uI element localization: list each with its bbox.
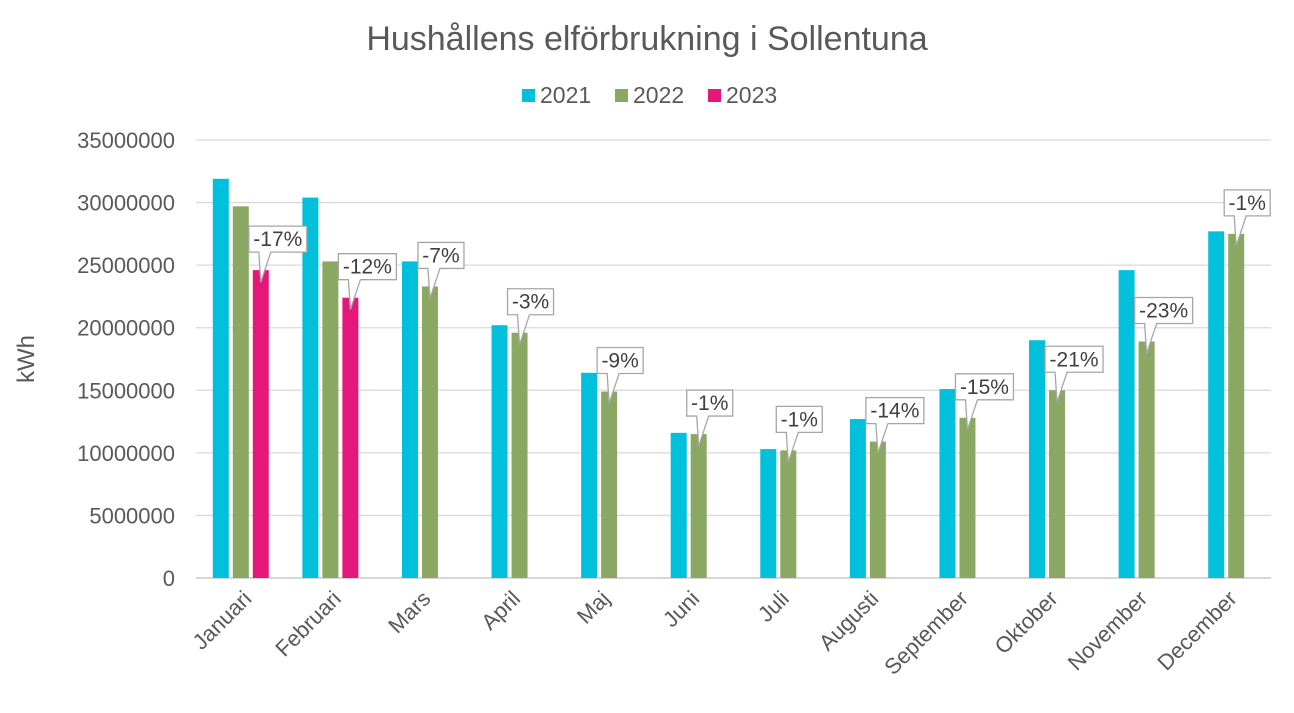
callouts: -17% -12% -7% -3% -9% -1% -1% -14% -15% -21% -23% -… xyxy=(248,189,1271,463)
callout-juli: -1% xyxy=(775,405,823,463)
callout-augusti: -14% xyxy=(865,396,925,454)
bar-2022-april xyxy=(511,332,528,578)
bar-2022-juni xyxy=(690,434,707,578)
x-tick-label: Maj xyxy=(572,586,615,629)
y-tick-label: 10000000 xyxy=(77,441,175,466)
y-axis-ticks: 0 5000000 10000000 15000000 20000000 25000000… xyxy=(77,128,175,591)
x-axis: Januari Februari Mars April Maj Juni Juli Augus… xyxy=(188,586,1242,680)
callout-label: -21% xyxy=(1050,348,1099,371)
callout-label: -1% xyxy=(781,408,818,431)
x-tick-label: April xyxy=(476,586,525,635)
bar-2021-september xyxy=(939,389,956,578)
callout-box xyxy=(506,288,555,345)
bar-2021-juli xyxy=(760,449,777,578)
x-tick-label: Januari xyxy=(188,586,257,655)
callout-label: -14% xyxy=(870,400,919,423)
x-tick-label: Oktober xyxy=(990,586,1063,659)
y-tick-label: 35000000 xyxy=(77,128,175,153)
legend-label-2022: 2022 xyxy=(633,82,684,108)
bar-2023-januari xyxy=(252,270,269,578)
bar-2022-maj xyxy=(601,391,618,578)
callout-februari: -12% xyxy=(337,253,398,310)
bar-2021-juni xyxy=(670,432,687,578)
chart-title: Hushållens elförbrukning i Sollentuna xyxy=(366,20,927,58)
callout-label: -7% xyxy=(422,244,459,267)
callout-september: -15% xyxy=(954,373,1015,431)
bar-2023-februari xyxy=(342,297,359,578)
callout-mars: -7% xyxy=(417,241,465,299)
callout-label: -1% xyxy=(1229,192,1266,215)
callout-box xyxy=(248,225,308,283)
bar-2021-augusti xyxy=(849,419,866,578)
bar-2021-maj xyxy=(581,372,598,578)
callout-label: -1% xyxy=(691,392,728,415)
legend-label-2021: 2021 xyxy=(540,82,591,108)
y-tick-label: 30000000 xyxy=(77,191,175,216)
callout-december: -1% xyxy=(1223,189,1271,247)
y-tick-label: 0 xyxy=(163,566,175,591)
legend-swatch-2022 xyxy=(615,89,628,102)
bar-2021-december xyxy=(1208,231,1225,578)
callout-label: -17% xyxy=(253,228,302,251)
legend-swatch-2023 xyxy=(708,89,721,102)
bar-2022-augusti xyxy=(869,441,886,578)
x-tick-label: Augusti xyxy=(814,586,884,656)
callout-box xyxy=(686,389,734,447)
callout-november: -23% xyxy=(1133,296,1194,354)
y-tick-label: 5000000 xyxy=(89,503,175,528)
x-tick-label: Mars xyxy=(383,586,435,638)
callout-label: -15% xyxy=(960,376,1009,399)
callout-juni: -1% xyxy=(686,389,734,447)
bar-2022-oktober xyxy=(1049,390,1066,578)
bar-2021-oktober xyxy=(1029,340,1046,578)
bar-2022-december xyxy=(1228,233,1245,578)
y-axis-title: kWh xyxy=(13,335,40,383)
bar-2021-februari xyxy=(302,197,319,578)
callout-april: -3% xyxy=(506,288,555,345)
x-tick-label: November xyxy=(1063,586,1152,675)
callout-maj: -9% xyxy=(596,346,644,404)
y-tick-label: 25000000 xyxy=(77,253,175,278)
bar-2022-mars xyxy=(421,286,438,578)
legend-label-2023: 2023 xyxy=(726,82,777,108)
callout-label: -3% xyxy=(512,291,549,314)
callout-box xyxy=(1223,189,1271,247)
bar-2022-juli xyxy=(780,450,797,578)
bar-2022-februari xyxy=(322,261,339,578)
bar-2022-september xyxy=(959,417,976,578)
y-tick-label: 15000000 xyxy=(77,378,175,403)
x-tick-label: December xyxy=(1152,586,1241,675)
bar-2021-mars xyxy=(401,261,418,578)
callout-label: -12% xyxy=(343,256,392,279)
callout-box xyxy=(417,241,465,299)
callout-box xyxy=(596,346,644,404)
x-tick-label: Februari xyxy=(270,586,346,662)
x-tick-label: September xyxy=(879,586,973,680)
callout-box xyxy=(1044,345,1104,403)
bar-2021-april xyxy=(491,325,508,578)
y-tick-label: 20000000 xyxy=(77,316,175,341)
bar-2021-november xyxy=(1118,270,1135,578)
callout-oktober: -21% xyxy=(1044,345,1104,403)
bar-2022-januari xyxy=(232,206,249,578)
callout-box xyxy=(865,396,925,454)
bars xyxy=(212,178,1245,578)
callout-label: -9% xyxy=(601,350,638,373)
callout-box xyxy=(775,405,823,463)
legend-swatch-2021 xyxy=(522,89,535,102)
callout-box xyxy=(954,373,1015,431)
x-tick-label: Juli xyxy=(753,586,794,627)
legend: 2021 2022 2023 xyxy=(522,82,777,108)
x-tick-label: Juni xyxy=(658,586,704,632)
bar-2021-januari xyxy=(212,178,229,578)
callout-label: -23% xyxy=(1139,299,1188,322)
bar-2022-november xyxy=(1138,341,1155,578)
callout-box xyxy=(1133,296,1194,354)
callout-box xyxy=(337,253,398,310)
callout-januari: -17% xyxy=(248,225,308,283)
